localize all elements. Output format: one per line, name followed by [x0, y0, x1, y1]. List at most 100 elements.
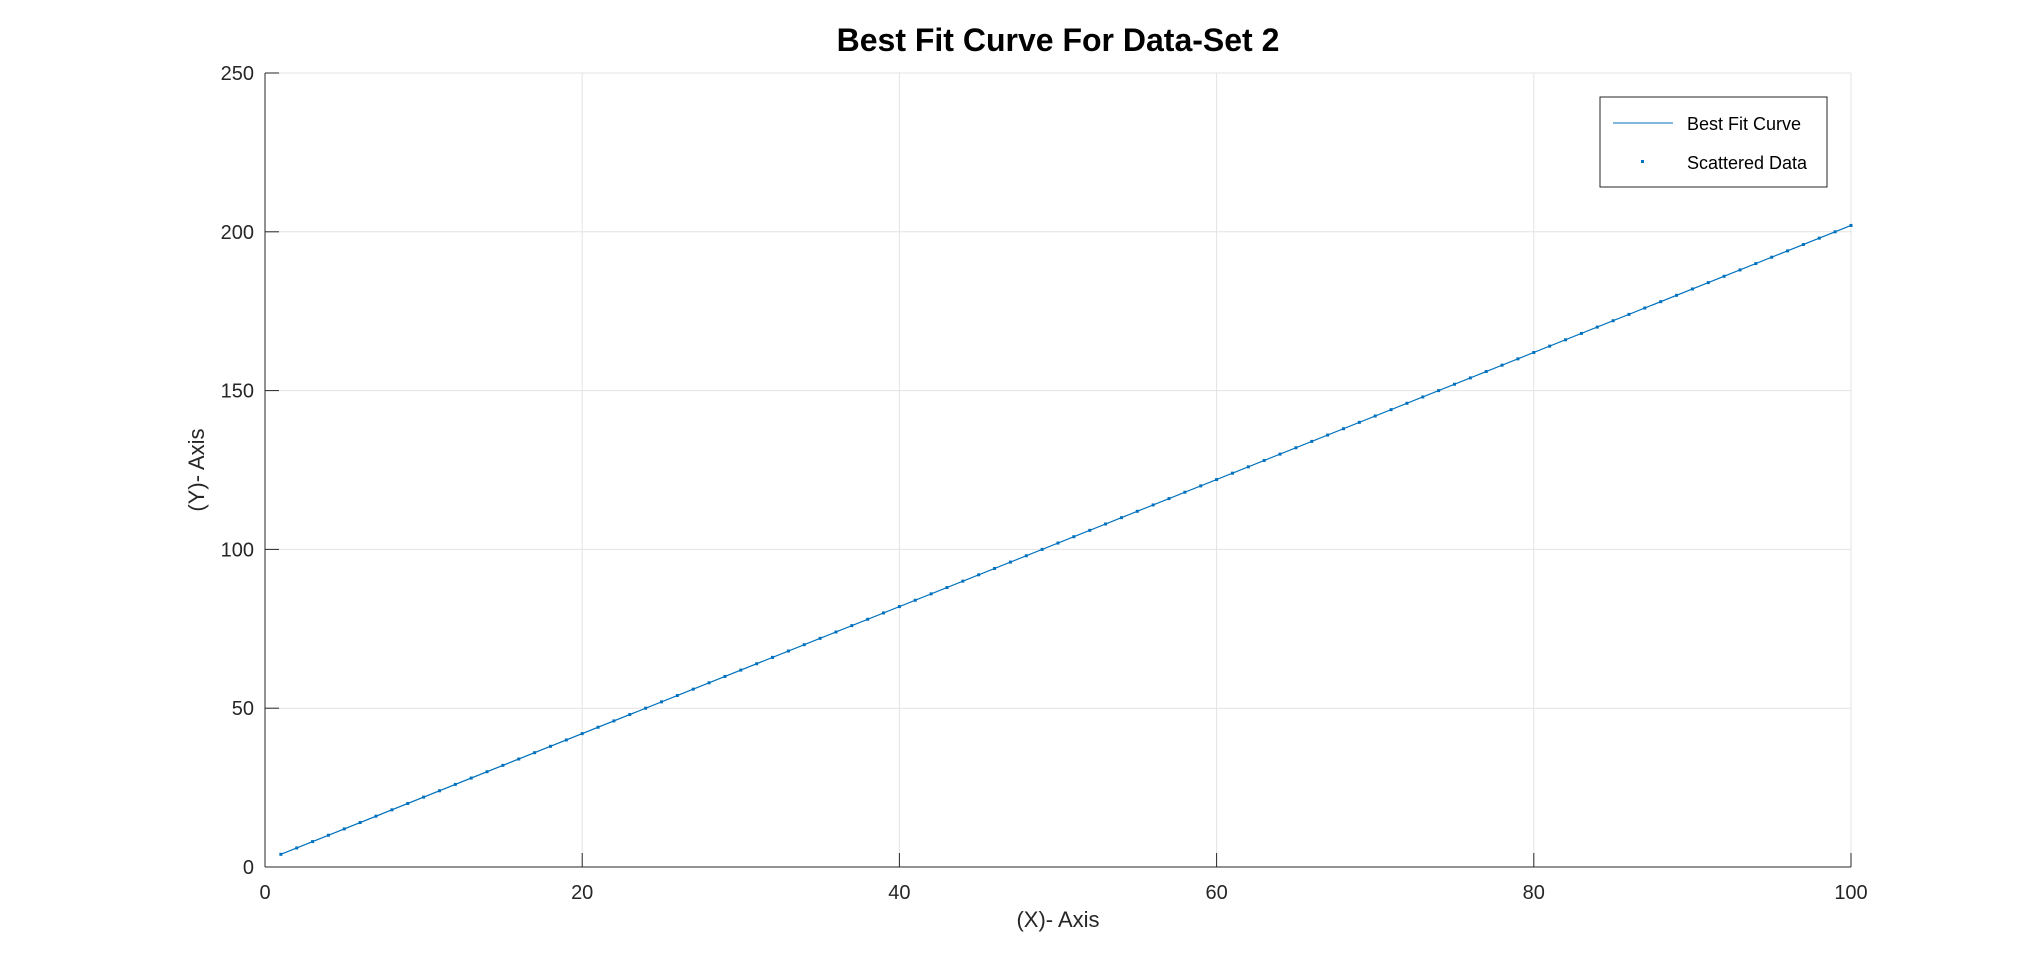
data-point [1468, 376, 1472, 380]
data-point [1690, 287, 1694, 291]
data-point [707, 681, 711, 685]
y-tick-label: 0 [243, 857, 254, 879]
chart-title: Best Fit Curve For Data-Set 2 [837, 22, 1280, 58]
x-axis-label: (X)- Axis [1016, 907, 1099, 932]
data-point [945, 586, 949, 590]
data-point [1341, 427, 1345, 431]
data-point [1119, 516, 1123, 520]
y-tick-label: 50 [232, 698, 254, 720]
data-point [1627, 312, 1631, 316]
data-point [1579, 331, 1583, 335]
data-point [1659, 300, 1663, 304]
data-point [1008, 560, 1012, 564]
data-point [1373, 414, 1377, 418]
data-point [548, 744, 552, 748]
data-point [1421, 395, 1425, 399]
data-point [1786, 249, 1790, 253]
data-point [1595, 325, 1599, 329]
data-point [691, 687, 695, 691]
data-point [1516, 357, 1520, 361]
legend-label-best-fit: Best Fit Curve [1687, 114, 1801, 134]
data-point [596, 725, 600, 729]
data-point [1088, 528, 1092, 532]
data-point [1754, 262, 1758, 266]
data-point [1246, 465, 1250, 469]
y-ticks: 0 50 100 150 200 250 [221, 63, 279, 879]
data-point [1675, 293, 1679, 297]
data-point [977, 573, 981, 577]
data-point [533, 751, 537, 755]
data-point [1072, 535, 1076, 539]
legend-box [1599, 96, 1828, 188]
data-point [802, 643, 806, 647]
data-point [1643, 306, 1647, 310]
x-ticks: 0 20 40 60 80 100 [259, 853, 1868, 904]
x-tick-label: 40 [888, 882, 910, 904]
data-point [1151, 503, 1155, 507]
data-point [1564, 338, 1568, 342]
data-point [564, 738, 568, 742]
data-point [771, 655, 775, 659]
x-tick-label: 60 [1205, 882, 1227, 904]
data-point [501, 763, 505, 767]
data-point [580, 732, 584, 736]
legend-label-scattered: Scattered Data [1687, 153, 1808, 173]
data-point [1215, 478, 1219, 482]
data-point [834, 630, 838, 634]
data-point [342, 827, 346, 831]
data-point [961, 579, 965, 583]
x-tick-label: 0 [259, 882, 270, 904]
data-point [1817, 236, 1821, 240]
data-point [739, 668, 743, 672]
data-point [675, 694, 679, 697]
data-point [1024, 554, 1028, 558]
data-point [295, 846, 299, 850]
data-point [390, 808, 394, 812]
data-point [1294, 446, 1298, 450]
data-point [612, 719, 616, 723]
data-point [660, 700, 663, 704]
data-point [374, 814, 378, 818]
data-point [1056, 541, 1060, 545]
data-point [1183, 490, 1187, 494]
data-point [1135, 509, 1139, 513]
y-tick-label: 150 [221, 381, 254, 403]
data-point [1770, 255, 1774, 259]
data-point [850, 624, 854, 628]
series-line-best-fit [280, 224, 1852, 855]
x-tick-label: 20 [571, 882, 593, 904]
data-point [279, 852, 283, 856]
data-point [485, 770, 489, 774]
data-point [1262, 458, 1266, 462]
data-point [406, 801, 410, 805]
data-point [311, 840, 315, 844]
data-point [723, 674, 727, 678]
data-point [755, 662, 759, 666]
x-tick-label: 80 [1523, 882, 1545, 904]
data-point [1389, 408, 1393, 412]
data-point [929, 592, 933, 596]
data-point [1738, 268, 1742, 272]
y-tick-label: 100 [221, 539, 254, 561]
data-point [1104, 522, 1108, 526]
data-point [1722, 274, 1726, 278]
data-point [1040, 547, 1044, 551]
data-point [818, 636, 822, 640]
data-point [993, 566, 997, 570]
data-point [866, 617, 870, 621]
data-point [1801, 243, 1805, 246]
data-point [1230, 471, 1234, 475]
data-point [437, 789, 441, 793]
data-point [1357, 420, 1361, 424]
series-layer [279, 223, 1853, 856]
data-point [453, 782, 457, 786]
data-point [1453, 382, 1456, 386]
data-point [1611, 319, 1615, 323]
data-point [1310, 439, 1314, 443]
data-point [1532, 350, 1536, 354]
legend-marker-swatch [1641, 160, 1644, 163]
data-point [786, 649, 790, 653]
data-point [1849, 223, 1853, 227]
data-point [1278, 452, 1282, 456]
